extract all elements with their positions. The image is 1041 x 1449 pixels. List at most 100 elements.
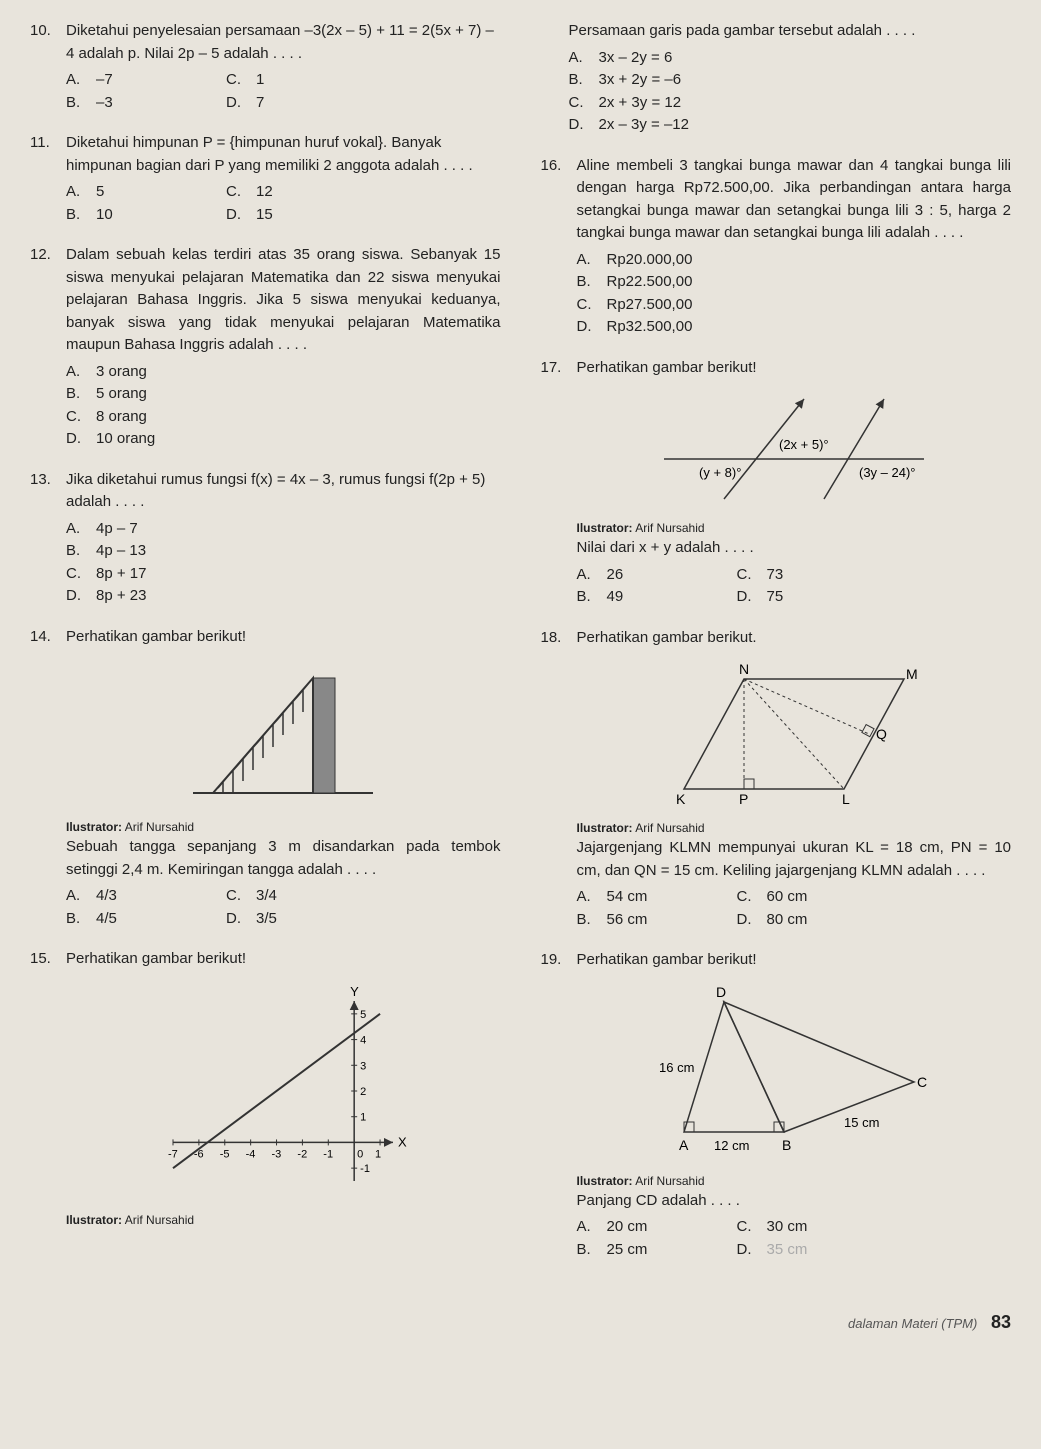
q11-text: Diketahui himpunan P = {himpunan huruf v… [66, 132, 501, 177]
q18-opt-d: 80 cm [767, 909, 808, 932]
question-15: 15. Perhatikan gambar berikut! XY-7-6-5-… [30, 948, 501, 1229]
q19-illustrator: Ilustrator: Arif Nursahid [577, 1172, 1012, 1190]
q12-num: 12. [30, 244, 58, 451]
q15b-opt-a: 3x – 2y = 6 [599, 47, 673, 70]
q17-label-right: (3y – 24)° [859, 465, 916, 480]
svg-text:-4: -4 [246, 1148, 256, 1160]
q13-opt-a: 4p – 7 [96, 518, 138, 541]
q12-opt-a: 3 orang [96, 361, 147, 384]
opt-letter: B. [66, 383, 88, 406]
opt-letter: D. [737, 909, 759, 932]
q10-opt-d: 7 [256, 92, 264, 115]
opt-letter: D. [737, 1239, 759, 1262]
opt-letter: D. [737, 586, 759, 609]
q18-opt-c: 60 cm [767, 886, 808, 909]
opt-letter: B. [66, 540, 88, 563]
q18-opt-b: 56 cm [607, 909, 648, 932]
opt-letter: A. [577, 249, 599, 272]
q11-opt-a: 5 [96, 181, 104, 204]
opt-letter: C. [226, 181, 248, 204]
q16-text: Aline membeli 3 tangkai bunga mawar dan … [577, 155, 1012, 245]
q18-figure: K P L M N Q [577, 659, 1012, 809]
footer-text: dalaman Materi (TPM) [848, 1316, 977, 1331]
q16-opt-d: Rp32.500,00 [607, 316, 693, 339]
svg-text:-2: -2 [298, 1148, 308, 1160]
opt-letter: A. [577, 886, 599, 909]
q17-opt-a: 26 [607, 564, 624, 587]
opt-letter: C. [577, 294, 599, 317]
svg-text:D: D [716, 984, 726, 1000]
opt-letter: B. [66, 204, 88, 227]
q11-opt-d: 15 [256, 204, 273, 227]
opt-letter: A. [569, 47, 591, 70]
q16-num: 16. [541, 155, 569, 339]
opt-letter: C. [226, 69, 248, 92]
svg-text:-5: -5 [220, 1148, 230, 1160]
svg-text:A: A [679, 1137, 689, 1153]
opt-letter: A. [577, 564, 599, 587]
q14-desc: Sebuah tangga sepanjang 3 m disandarkan … [66, 836, 501, 881]
opt-letter: C. [66, 563, 88, 586]
svg-text:12 cm: 12 cm [714, 1138, 749, 1153]
q18-desc: Jajargenjang KLMN mempunyai ukuran KL = … [577, 837, 1012, 882]
question-15b: Persamaan garis pada gambar tersebut ada… [541, 20, 1012, 137]
question-18: 18. Perhatikan gambar berikut. K P [541, 627, 1012, 932]
svg-text:P: P [739, 791, 748, 807]
q18-opt-a: 54 cm [607, 886, 648, 909]
opt-letter: D. [226, 204, 248, 227]
opt-letter: B. [577, 586, 599, 609]
opt-letter: B. [569, 69, 591, 92]
q13-text: Jika diketahui rumus fungsi f(x) = 4x – … [66, 469, 501, 514]
q10-text: Diketahui penyelesaian persamaan –3(2x –… [66, 20, 501, 65]
opt-letter: A. [66, 181, 88, 204]
q15-figure: XY-7-6-5-4-3-2-101-112345 [66, 981, 501, 1201]
svg-text:15 cm: 15 cm [844, 1115, 879, 1130]
q19-text: Perhatikan gambar berikut! [577, 949, 1012, 972]
q17-figure: (2x + 5)° (y + 8)° (3y – 24)° [577, 389, 1012, 509]
q15-illustrator: Ilustrator: Arif Nursahid [66, 1211, 501, 1229]
opt-letter: C. [737, 886, 759, 909]
svg-text:-1: -1 [360, 1163, 370, 1175]
q15b-opt-c: 2x + 3y = 12 [599, 92, 682, 115]
q16-opt-b: Rp22.500,00 [607, 271, 693, 294]
q19-opt-b: 25 cm [607, 1239, 648, 1262]
q17-illustrator: Ilustrator: Arif Nursahid [577, 519, 1012, 537]
q19-desc: Panjang CD adalah . . . . [577, 1190, 1012, 1213]
opt-letter: B. [577, 271, 599, 294]
opt-letter: D. [569, 114, 591, 137]
q17-label-top: (2x + 5)° [779, 437, 829, 452]
q14-num: 14. [30, 626, 58, 931]
q11-opt-b: 10 [96, 204, 113, 227]
opt-letter: B. [66, 908, 88, 931]
svg-text:-1: -1 [324, 1148, 334, 1160]
q17-opt-c: 73 [767, 564, 784, 587]
opt-letter: C. [569, 92, 591, 115]
q13-opt-c: 8p + 17 [96, 563, 146, 586]
q10-opt-c: 1 [256, 69, 264, 92]
q17-num: 17. [541, 357, 569, 609]
q12-opt-c: 8 orang [96, 406, 147, 429]
q19-num: 19. [541, 949, 569, 1261]
q14-opt-a: 4/3 [96, 885, 117, 908]
question-14: 14. Perhatikan gambar berikut! [30, 626, 501, 931]
question-19: 19. Perhatikan gambar berikut! A B C D [541, 949, 1012, 1261]
q13-opt-b: 4p – 13 [96, 540, 146, 563]
q12-opt-d: 10 orang [96, 428, 155, 451]
question-11: 11. Diketahui himpunan P = {himpunan hur… [30, 132, 501, 226]
svg-text:X: X [398, 1134, 407, 1149]
opt-letter: A. [66, 69, 88, 92]
opt-letter: D. [66, 585, 88, 608]
q10-num: 10. [30, 20, 58, 114]
question-16: 16. Aline membeli 3 tangkai bunga mawar … [541, 155, 1012, 339]
q19-opt-d: 35 cm [767, 1239, 808, 1262]
q19-figure: A B C D 16 cm 12 cm 15 cm [577, 982, 1012, 1162]
opt-letter: B. [577, 1239, 599, 1262]
svg-text:M: M [906, 666, 918, 682]
svg-text:Q: Q [876, 726, 887, 742]
q12-opt-b: 5 orang [96, 383, 147, 406]
opt-letter: A. [66, 518, 88, 541]
opt-letter: A. [66, 885, 88, 908]
opt-letter: D. [226, 92, 248, 115]
q14-figure [66, 658, 501, 808]
q17-label-left: (y + 8)° [699, 465, 741, 480]
